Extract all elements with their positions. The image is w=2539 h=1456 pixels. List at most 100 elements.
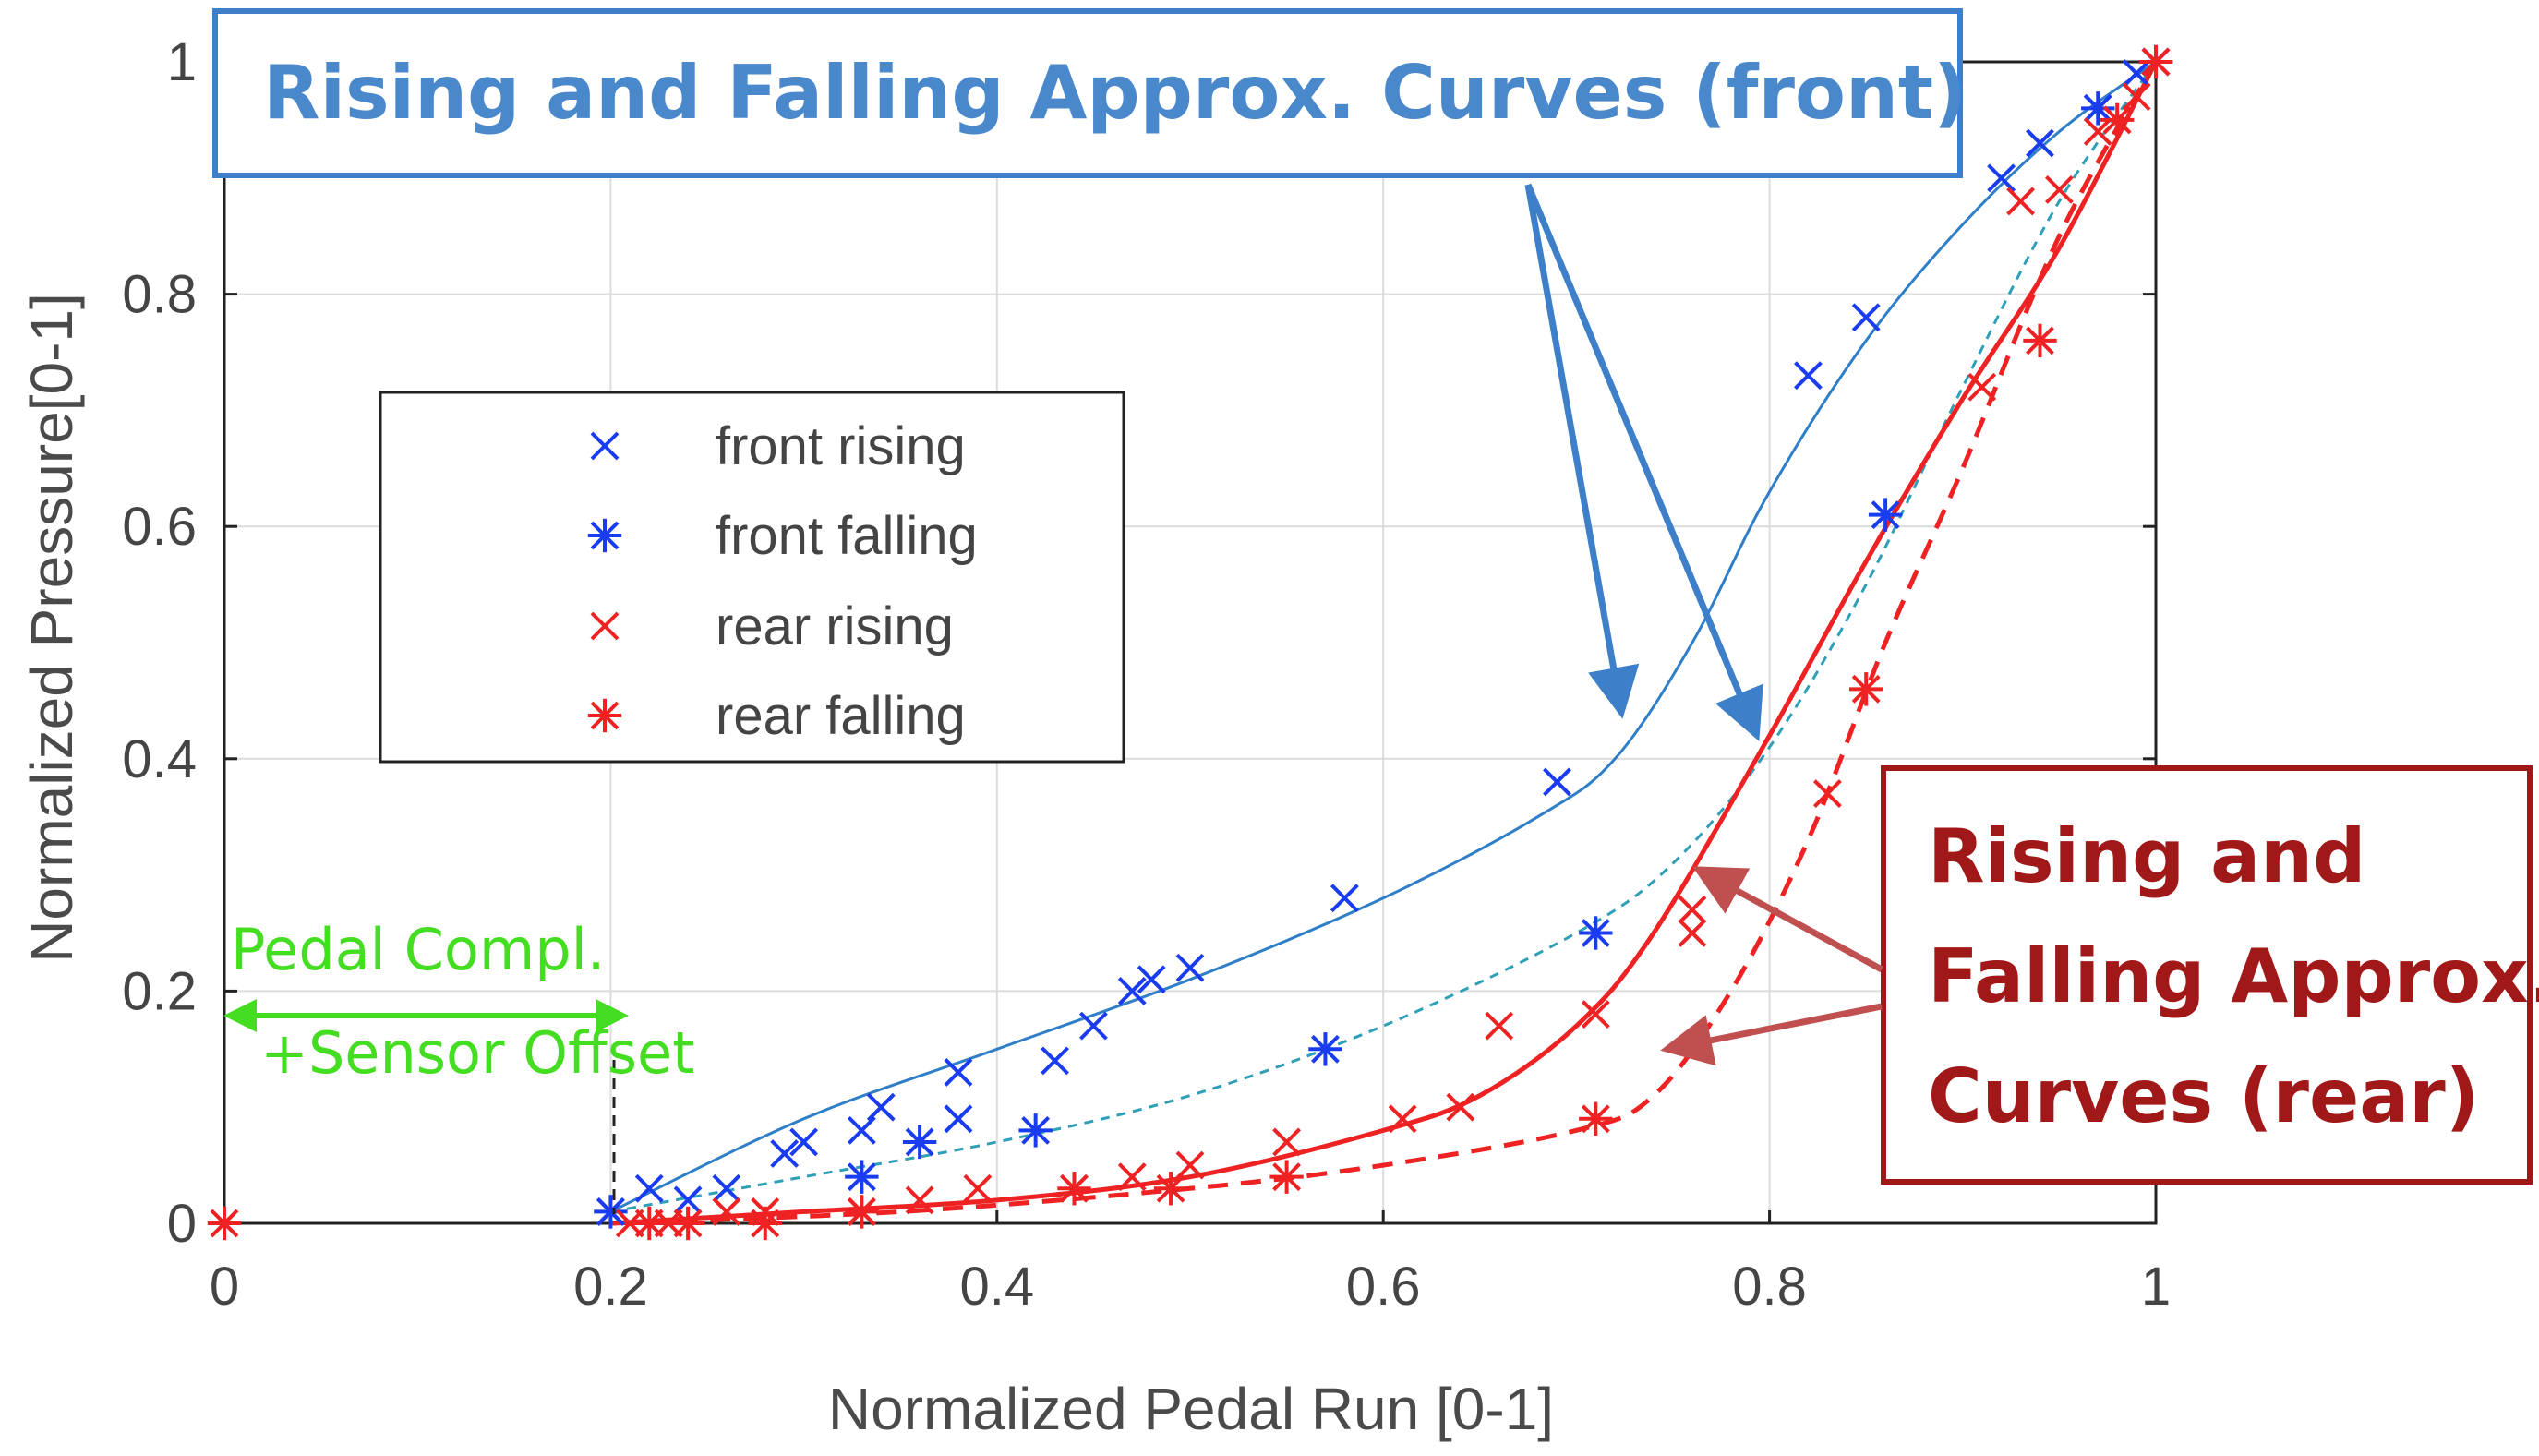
front-rising-marker <box>1175 953 1205 982</box>
front-rising-marker <box>1078 1011 1108 1041</box>
rear-rising-marker <box>1967 372 1997 402</box>
rear-rising-marker <box>2122 82 2151 112</box>
legend-label-rear-rising: rear rising <box>716 596 954 656</box>
rear-falling-marker <box>1057 1172 1091 1206</box>
front-rising-marker <box>1117 976 1147 1005</box>
rear-rising-marker <box>1388 1104 1417 1134</box>
legend-label-rear-falling: rear falling <box>716 686 966 746</box>
rear-rising-marker <box>1175 1150 1205 1180</box>
rear-annotation-box <box>1881 765 2533 1185</box>
rear-rising-marker <box>1446 1092 1475 1122</box>
rear-falling-marker <box>2023 323 2057 358</box>
front-arrow-1 <box>1524 184 1640 719</box>
front-falling-marker <box>1308 1032 1342 1066</box>
pedal-label-line1: Pedal Compl. <box>231 916 606 983</box>
front-annotation-text: Rising and Falling Approx. Curves (front… <box>263 50 1967 136</box>
rear-rising-marker <box>1485 1011 1514 1041</box>
rear-falling-approx-curve <box>610 60 2159 1226</box>
front-rising-marker <box>1137 965 1166 994</box>
front-rising-marker <box>944 1104 973 1134</box>
rear-rising-marker <box>1678 895 1707 924</box>
x-axis-label: Normalized Pedal Run [0-1] <box>828 1376 1554 1442</box>
front-falling-marker <box>845 1160 879 1194</box>
front-rising-marker <box>1330 884 1359 913</box>
x-tick-label: 0.4 <box>959 1257 1034 1317</box>
rear-falling-marker <box>2100 102 2135 138</box>
axis-ticks: 0 0.2 0.4 0.6 0.8 1 0 0.2 0.4 0.6 0.8 1 <box>122 32 2171 1317</box>
front-rising-marker <box>673 1185 703 1215</box>
rear-rising-marker <box>2083 117 2112 146</box>
y-tick-label: 0.2 <box>122 961 197 1021</box>
front-rising-approx-curve <box>609 60 2157 1213</box>
rear-rising-marker <box>1117 1162 1147 1192</box>
rear-falling-marker <box>207 1206 242 1241</box>
front-rising-marker <box>866 1092 896 1122</box>
front-rising-marker <box>847 1115 876 1145</box>
pedal-label-line2: +Sensor Offset <box>260 1019 694 1087</box>
x-tick-label: 1 <box>2141 1257 2171 1317</box>
rear-annotation: Rising and Falling Approx. Curves (rear) <box>1660 765 2539 1185</box>
front-falling-marker <box>2081 91 2115 126</box>
front-annotation-box <box>212 8 1963 178</box>
rear-arrow-2 <box>1660 1003 1883 1066</box>
front-rising-marker <box>770 1139 800 1168</box>
rear-rising-marker <box>1812 779 1842 808</box>
rear-rising-marker <box>1678 919 1707 947</box>
rear-rising-marker <box>2044 174 2074 204</box>
front-rising-marker <box>1543 767 1571 797</box>
legend-marker-front-falling <box>587 518 622 553</box>
rear-rising-marker <box>905 1185 934 1215</box>
front-rising-marker <box>1794 361 1823 391</box>
legend-marker-rear-rising <box>590 611 620 641</box>
rear-rising-marker <box>712 1197 741 1226</box>
rear-falling-marker <box>1270 1160 1304 1194</box>
pedal-annotation: Pedal Compl. +Sensor Offset <box>223 916 694 1214</box>
x-tick-label: 0.8 <box>1732 1257 1807 1317</box>
rear-rising-marker <box>2006 187 2035 216</box>
front-rising-marker <box>789 1127 819 1157</box>
rear-annotation-line2: Falling Approx. <box>1928 933 2539 1019</box>
front-falling-marker <box>1579 916 1613 950</box>
x-tick-label: 0.2 <box>573 1257 648 1317</box>
y-tick-label: 1 <box>167 32 197 92</box>
legend-marker-rear-falling <box>587 698 622 733</box>
rear-rising-marker <box>963 1173 993 1203</box>
front-falling-marker <box>1018 1113 1053 1148</box>
front-falling-marker <box>1868 498 1903 532</box>
y-tick-label: 0 <box>167 1194 197 1254</box>
rear-rising-marker <box>1581 1000 1610 1029</box>
rear-arrow-1 <box>1691 866 1883 973</box>
front-rising-marker <box>2122 59 2151 88</box>
front-rising-marker <box>634 1173 664 1203</box>
y-tick-label: 0.6 <box>122 497 197 557</box>
front-falling-marker <box>902 1125 937 1160</box>
data-markers <box>207 44 2173 1241</box>
front-rising-marker <box>712 1173 741 1203</box>
front-falling-marker <box>594 1195 628 1229</box>
front-rising-marker <box>1041 1046 1069 1076</box>
rear-falling-marker <box>632 1206 667 1241</box>
front-rising-marker <box>944 1058 973 1087</box>
rear-falling-marker <box>670 1206 705 1241</box>
rear-annotation-line3: Curves (rear) <box>1928 1053 2479 1139</box>
y-tick-label: 0.4 <box>122 729 197 789</box>
legend-label-front-rising: front rising <box>716 416 966 476</box>
y-tick-label: 0.8 <box>122 265 197 325</box>
front-arrow-2 <box>1524 183 1763 741</box>
front-rising-marker <box>1987 163 2016 193</box>
rear-falling-marker <box>1849 672 1883 706</box>
legend: front rising front falling rear rising rear… <box>379 391 1125 764</box>
front-rising-marker <box>1851 303 1881 332</box>
rear-falling-marker <box>845 1195 879 1229</box>
rear-annotation-line1: Rising and <box>1928 813 2365 899</box>
rear-falling-marker <box>2138 44 2173 79</box>
front-annotation: Rising and Falling Approx. Curves (front… <box>212 8 1967 741</box>
legend-box <box>379 391 1125 764</box>
x-tick-label: 0.6 <box>1346 1257 1421 1317</box>
rear-falling-marker <box>1579 1101 1613 1136</box>
legend-marker-front-rising <box>590 431 620 461</box>
rear-falling-marker <box>748 1206 782 1241</box>
x-tick-label: 0 <box>210 1257 239 1317</box>
rear-falling-marker <box>1153 1172 1188 1206</box>
